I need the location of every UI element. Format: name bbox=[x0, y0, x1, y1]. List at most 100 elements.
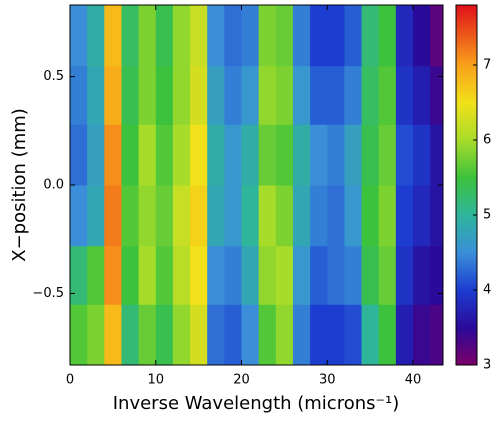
colorbar bbox=[456, 5, 477, 365]
heat-cell bbox=[173, 124, 191, 185]
heat-cell bbox=[362, 66, 380, 125]
heat-cell bbox=[396, 246, 414, 305]
heat-cell bbox=[70, 304, 88, 365]
heat-cell bbox=[139, 66, 157, 125]
heat-cell bbox=[241, 304, 259, 365]
heat-cell bbox=[139, 185, 157, 246]
heat-cell bbox=[87, 185, 105, 246]
heat-cell bbox=[190, 185, 208, 246]
heat-cell bbox=[362, 5, 380, 66]
heat-cell bbox=[70, 185, 88, 246]
heat-cell bbox=[104, 185, 122, 246]
heat-cell bbox=[344, 124, 362, 185]
y-tick-label: 0.5 bbox=[43, 69, 64, 84]
colorbar-tick-label: 6 bbox=[483, 133, 491, 148]
heat-cell bbox=[276, 124, 294, 185]
heat-cell bbox=[190, 124, 208, 185]
heat-cell bbox=[396, 124, 414, 185]
heatmap bbox=[70, 5, 444, 366]
heat-cell bbox=[104, 66, 122, 125]
heat-cell bbox=[173, 246, 191, 305]
heat-cell bbox=[121, 66, 139, 125]
heat-cell bbox=[396, 185, 414, 246]
heat-cell bbox=[224, 66, 242, 125]
heat-cell bbox=[310, 246, 328, 305]
heat-cell bbox=[344, 246, 362, 305]
heat-cell bbox=[310, 124, 328, 185]
colorbar-tick-label: 3 bbox=[483, 358, 491, 373]
heat-cell bbox=[310, 5, 328, 66]
heat-cell bbox=[344, 185, 362, 246]
heat-cell bbox=[190, 66, 208, 125]
heat-cell bbox=[310, 66, 328, 125]
heat-cell bbox=[104, 124, 122, 185]
colorbar-tick-label: 7 bbox=[483, 58, 491, 73]
heat-cell bbox=[276, 66, 294, 125]
heat-cell bbox=[139, 124, 157, 185]
heat-cell bbox=[190, 304, 208, 365]
heat-cell bbox=[413, 185, 431, 246]
heat-cell bbox=[156, 246, 174, 305]
heat-cell bbox=[121, 5, 139, 66]
heat-cell bbox=[139, 5, 157, 66]
heat-cell bbox=[173, 5, 191, 66]
x-tick-label: 20 bbox=[233, 373, 250, 388]
heat-cell bbox=[173, 304, 191, 365]
heat-cell bbox=[293, 185, 311, 246]
heat-cell bbox=[327, 66, 345, 125]
heat-cell bbox=[87, 66, 105, 125]
heat-cell bbox=[430, 185, 443, 246]
heat-cell bbox=[430, 124, 443, 185]
heat-cell bbox=[104, 246, 122, 305]
heat-cell bbox=[70, 124, 88, 185]
heat-cell bbox=[259, 5, 277, 66]
heat-cell bbox=[327, 304, 345, 365]
heat-cell bbox=[104, 5, 122, 66]
heat-cell bbox=[207, 246, 225, 305]
heat-cell bbox=[413, 66, 431, 125]
heat-cell bbox=[293, 246, 311, 305]
heat-cell bbox=[413, 5, 431, 66]
heat-cell bbox=[207, 185, 225, 246]
heat-cell bbox=[327, 124, 345, 185]
heat-cell bbox=[430, 5, 443, 66]
x-tick-label: 10 bbox=[147, 373, 164, 388]
heat-cell bbox=[362, 124, 380, 185]
heat-cell bbox=[156, 66, 174, 125]
heat-cell bbox=[362, 185, 380, 246]
heat-cell bbox=[224, 304, 242, 365]
heat-cell bbox=[156, 124, 174, 185]
heat-cell bbox=[156, 304, 174, 365]
heat-cell bbox=[173, 66, 191, 125]
heat-cell bbox=[207, 66, 225, 125]
heat-cell bbox=[207, 5, 225, 66]
x-tick-label: 40 bbox=[405, 373, 422, 388]
heat-cell bbox=[293, 304, 311, 365]
heat-cell bbox=[344, 304, 362, 365]
heat-cell bbox=[121, 246, 139, 305]
heat-cell bbox=[190, 5, 208, 66]
heat-cell bbox=[207, 124, 225, 185]
heat-cell bbox=[327, 5, 345, 66]
heat-cell bbox=[293, 124, 311, 185]
x-tick-label: 30 bbox=[319, 373, 336, 388]
heat-cell bbox=[156, 5, 174, 66]
heat-cell bbox=[379, 5, 397, 66]
heat-cell bbox=[293, 66, 311, 125]
heat-cell bbox=[379, 185, 397, 246]
heat-cell bbox=[224, 5, 242, 66]
heat-cell bbox=[241, 185, 259, 246]
heat-cell bbox=[362, 304, 380, 365]
y-tick-label: −0.5 bbox=[32, 286, 64, 301]
heat-cell bbox=[430, 246, 443, 305]
heat-cell bbox=[413, 304, 431, 365]
heat-cell bbox=[327, 185, 345, 246]
heat-cell bbox=[241, 5, 259, 66]
heat-cell bbox=[379, 124, 397, 185]
heat-cell bbox=[430, 304, 443, 365]
y-axis-label: X−position (mm) bbox=[9, 108, 30, 262]
heat-cell bbox=[224, 185, 242, 246]
heat-cell bbox=[156, 185, 174, 246]
heat-cell bbox=[70, 246, 88, 305]
